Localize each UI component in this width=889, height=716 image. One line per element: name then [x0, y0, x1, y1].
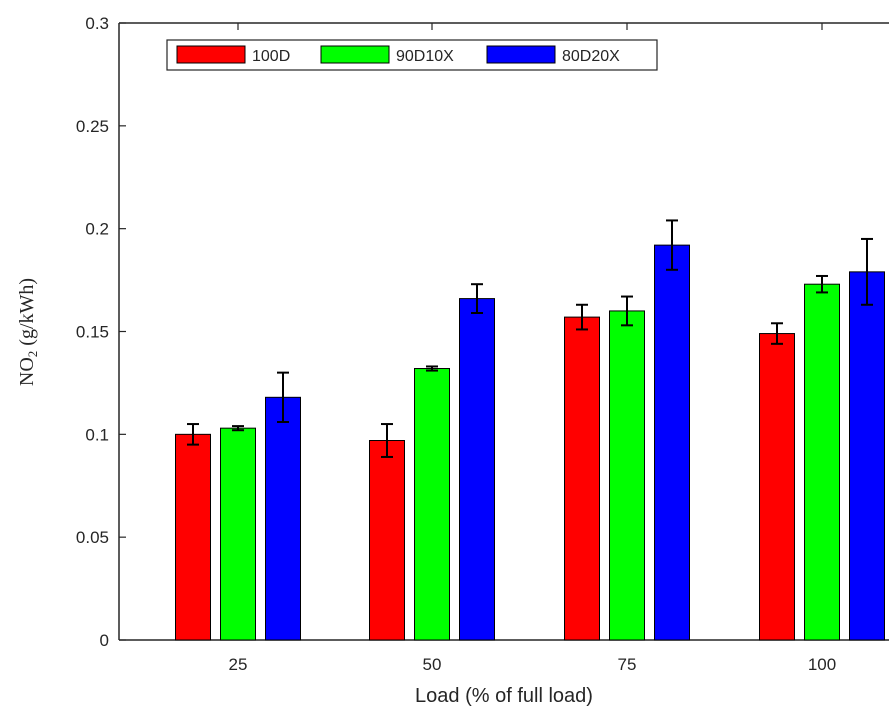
bar-80D20X-25 [265, 396, 301, 641]
y-tick-label: 0.15 [76, 323, 109, 342]
y-axis-label-main: NO [16, 357, 38, 386]
y-tick-label: 0.2 [85, 220, 109, 239]
bar-100D-75 [564, 316, 600, 641]
bar-100D-25 [175, 433, 211, 641]
bar-80D20X-75 [654, 244, 690, 641]
legend-items: 100D 90D10X 80D20X [176, 45, 620, 65]
y-axis-label-rest: (g/kWh) [16, 278, 38, 351]
y-ticks: 0 0.05 0.1 0.15 0.2 0.25 0.3 [76, 14, 126, 650]
y-axis-label: NO2 (g/kWh) [16, 278, 40, 386]
legend-box [166, 39, 658, 71]
y-tick-label: 0.3 [85, 14, 109, 33]
y-tick-label: 0.25 [76, 117, 109, 136]
bar-90D10X-25 [220, 427, 256, 641]
legend-label-100D: 100D [252, 48, 290, 65]
bar-90D10X-75 [609, 310, 645, 641]
bar-80D20X-100 [849, 271, 885, 641]
bar-90D10X-100 [804, 283, 840, 641]
bar-80D20X-50 [459, 298, 495, 641]
bar-100D-100 [759, 333, 795, 641]
x-tick-label: 25 [229, 655, 248, 674]
x-axis-label: Load (% of full load) [415, 685, 593, 707]
legend-swatch-80D20X [486, 45, 556, 64]
x-tick-label: 50 [423, 655, 442, 674]
y-tick-label: 0.1 [85, 425, 109, 444]
error-bars [187, 219, 873, 458]
legend-swatch-100D [176, 45, 246, 64]
y-tick-label: 0 [100, 631, 109, 650]
legend-swatch-90D10X [320, 45, 390, 64]
bar-90D10X-50 [414, 368, 450, 641]
x-tick-label: 75 [618, 655, 637, 674]
legend-label-90D10X: 90D10X [396, 48, 454, 65]
y-axis-label-sub: 2 [25, 351, 40, 358]
bar-100D-50 [369, 440, 405, 641]
x-ticks: 25 50 75 100 [229, 23, 836, 674]
x-tick-label: 100 [808, 655, 836, 674]
bars [175, 244, 885, 641]
y-tick-label: 0.05 [76, 528, 109, 547]
legend: 100D 90D10X 80D20X [166, 39, 658, 71]
legend-label-80D20X: 80D20X [562, 48, 620, 65]
